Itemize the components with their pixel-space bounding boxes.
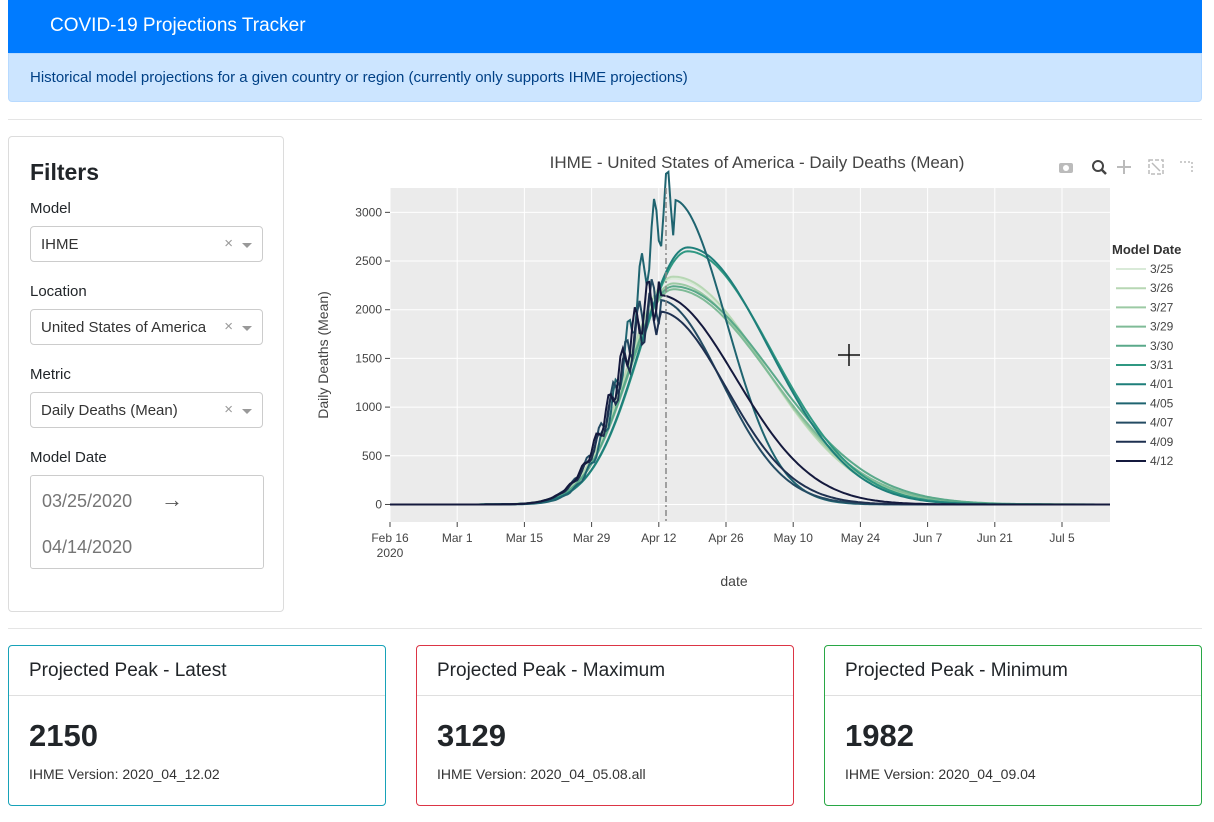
model-label: Model (30, 200, 71, 217)
info-alert: Historical model projections for a given… (8, 53, 1202, 102)
y-tick-label: 1000 (355, 400, 382, 414)
plot-background (390, 188, 1110, 522)
legend-entry: 4/09 (1150, 435, 1174, 449)
chevron-down-icon[interactable] (242, 409, 252, 414)
y-tick-label: 3000 (355, 205, 382, 219)
card-version: IHME Version: 2020_04_05.08.all (437, 766, 646, 782)
model-date-range: 03/25/2020 → 04/14/2020 (30, 475, 264, 569)
card-version: IHME Version: 2020_04_12.02 (29, 766, 220, 782)
start-date-input[interactable]: 03/25/2020 (42, 491, 133, 511)
navbar: COVID-19 Projections Tracker (8, 0, 1202, 53)
filters-panel: Filters Model IHME × Location United Sta… (8, 136, 284, 612)
legend-entry: 3/29 (1150, 320, 1174, 334)
y-tick-label: 2500 (355, 254, 382, 268)
legend-entry: 3/26 (1150, 281, 1174, 295)
zoom-lens (1092, 160, 1104, 172)
zoom-icon[interactable] (1092, 160, 1107, 175)
legend-title: Model Date (1112, 242, 1181, 257)
legend-entry: 3/31 (1150, 358, 1174, 372)
card-version: IHME Version: 2020_04_09.04 (845, 766, 1036, 782)
arrow-right-icon: → (161, 487, 183, 512)
series-group (390, 169, 1110, 506)
filters-title: Filters (30, 159, 100, 185)
peak-maximum-card: Projected Peak - Maximum 3129 IHME Versi… (416, 645, 794, 806)
legend-entry: 3/27 (1150, 300, 1174, 314)
metric-select[interactable]: Daily Deaths (Mean) × (30, 392, 263, 428)
x-tick-label: May 10 (774, 531, 814, 545)
x-tick-label: Apr 26 (708, 531, 744, 545)
clear-icon[interactable]: × (224, 235, 233, 252)
deaths-chart[interactable]: 0 500 1000 1500 2000 2500 3000 Feb 16 Mar 1 Mar 1… (306, 136, 1206, 606)
location-select[interactable]: United States of America × (30, 309, 263, 345)
legend-entry: 3/25 (1150, 262, 1174, 276)
zoom-handle (1101, 169, 1107, 175)
clear-icon[interactable]: × (224, 401, 233, 418)
autoscale-diag (1151, 162, 1161, 172)
peak-latest-card: Projected Peak - Latest 2150 IHME Versio… (8, 645, 386, 806)
legend-entry: 4/05 (1150, 396, 1174, 410)
location-label: Location (30, 283, 87, 300)
x-tick-label: Mar 1 (442, 531, 473, 545)
autoscale-icon[interactable] (1148, 159, 1164, 175)
divider (8, 119, 1202, 120)
x-axis-title: date (720, 573, 747, 589)
x-tick-label: Mar 29 (573, 531, 611, 545)
x-tick-label: Jun 21 (977, 531, 1013, 545)
y-tick-label: 0 (375, 497, 382, 511)
chart-container: 0 500 1000 1500 2000 2500 3000 Feb 16 Mar 1 Mar 1… (306, 136, 1206, 606)
series-line-4-12 (390, 280, 1110, 506)
card-value: 2150 (29, 718, 98, 753)
app-title: COVID-19 Projections Tracker (50, 15, 306, 36)
y-tick-label: 2000 (355, 303, 382, 317)
model-value: IHME (41, 236, 79, 253)
chevron-down-icon[interactable] (242, 243, 252, 248)
x-tick-label: May 24 (841, 531, 881, 545)
model-select[interactable]: IHME × (30, 226, 263, 262)
card-title: Projected Peak - Minimum (825, 646, 1201, 696)
divider (8, 628, 1202, 629)
legend-entry: 4/07 (1150, 416, 1174, 430)
x-tick-label: Apr 12 (641, 531, 677, 545)
alert-text: Historical model projections for a given… (30, 69, 688, 86)
peak-minimum-card: Projected Peak - Minimum 1982 IHME Versi… (824, 645, 1202, 806)
y-tick-label: 500 (362, 449, 382, 463)
metric-value: Daily Deaths (Mean) (41, 402, 178, 419)
legend-entry: 4/12 (1150, 454, 1174, 468)
x-tick-label: Feb 16 (371, 531, 409, 545)
y-tick-label: 1500 (355, 351, 382, 365)
x-tick-sublabel: 2020 (377, 546, 404, 560)
location-value: United States of America (41, 319, 207, 336)
pan-icon[interactable] (1117, 160, 1131, 174)
x-tick-label: Mar 15 (506, 531, 544, 545)
chart-title: IHME - United States of America - Daily … (550, 153, 965, 172)
card-title: Projected Peak - Latest (9, 646, 385, 696)
chevron-down-icon[interactable] (242, 326, 252, 331)
x-tick-label: Jun 7 (913, 531, 943, 545)
clear-icon[interactable]: × (224, 318, 233, 335)
spike-icon[interactable] (1180, 161, 1193, 174)
autoscale-box (1148, 159, 1164, 175)
camera-lens (1063, 165, 1069, 171)
legend-entry: 4/01 (1150, 377, 1174, 391)
card-value: 3129 (437, 718, 506, 753)
metric-label: Metric (30, 366, 71, 383)
model-date-label: Model Date (30, 449, 107, 466)
y-axis-title: Daily Deaths (Mean) (315, 291, 331, 419)
legend-entry: 3/30 (1150, 339, 1174, 353)
camera-icon[interactable] (1059, 163, 1073, 173)
end-date-input[interactable]: 04/14/2020 (42, 537, 133, 557)
card-value: 1982 (845, 718, 914, 753)
card-title: Projected Peak - Maximum (417, 646, 793, 696)
x-tick-label: Jul 5 (1049, 531, 1075, 545)
